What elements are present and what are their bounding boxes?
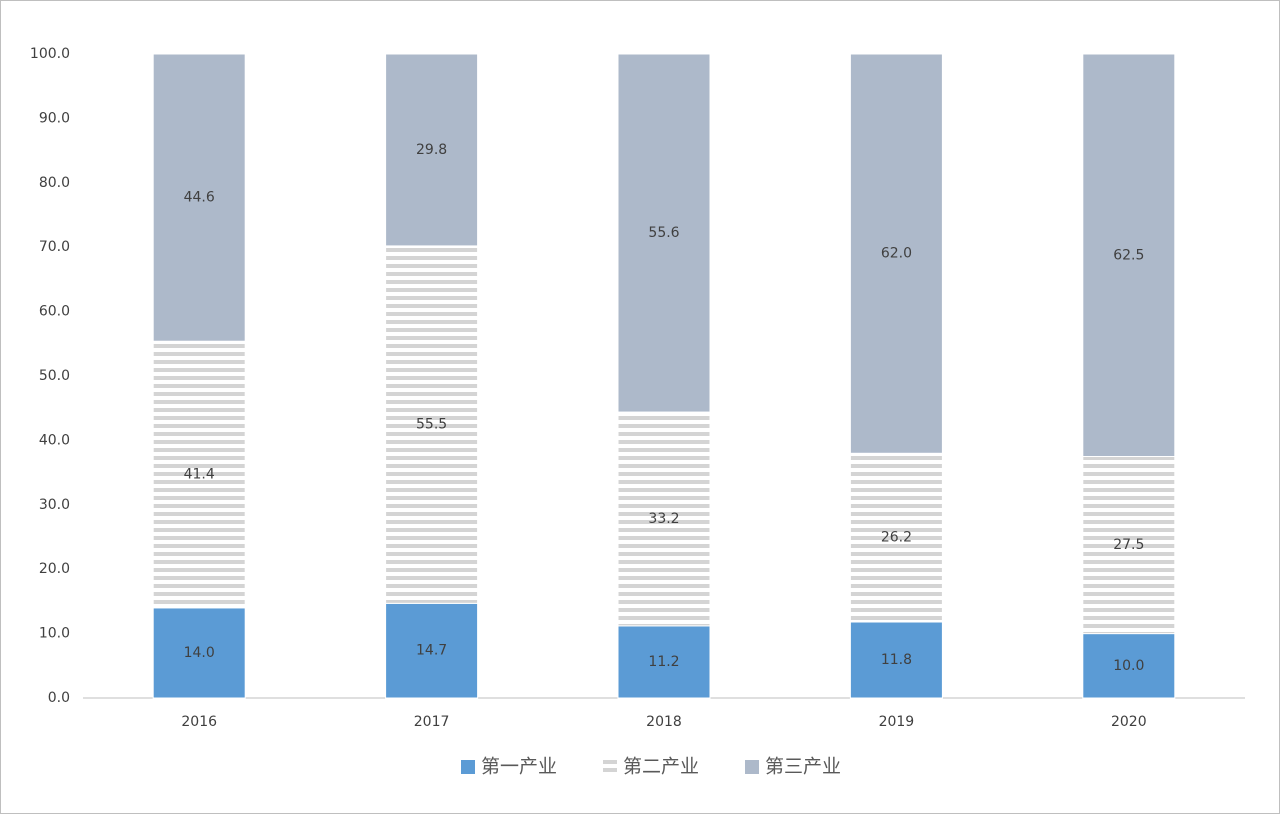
data-label: 10.0	[1113, 658, 1144, 674]
bar-segment	[385, 602, 479, 699]
data-label: 55.6	[648, 225, 679, 241]
legend-swatch	[745, 760, 759, 774]
data-label: 14.7	[416, 643, 447, 659]
bar-segment	[849, 53, 943, 454]
data-label: 26.2	[881, 530, 912, 546]
bar-segment	[385, 245, 479, 604]
y-tick-label: 50.0	[39, 368, 70, 384]
x-tick-label: 2018	[646, 714, 682, 730]
data-label: 44.6	[184, 190, 215, 206]
data-label: 33.2	[648, 511, 679, 527]
data-label: 11.2	[648, 654, 679, 670]
y-tick-label: 0.0	[48, 690, 70, 706]
bar-segment	[385, 53, 479, 247]
bar-segment	[849, 452, 943, 623]
legend-label: 第一产业	[481, 756, 557, 778]
bar-segment	[1082, 633, 1176, 699]
data-label: 11.8	[881, 652, 912, 668]
bar-segment	[617, 53, 711, 413]
y-tick-label: 30.0	[39, 497, 70, 513]
data-label: 62.5	[1113, 247, 1144, 263]
y-tick-label: 60.0	[39, 304, 70, 320]
bar-segment	[1082, 456, 1176, 635]
data-label: 29.8	[416, 142, 447, 158]
x-tick-label: 2016	[181, 714, 217, 730]
y-tick-label: 20.0	[39, 561, 70, 577]
data-label: 41.4	[184, 467, 215, 483]
legend-label: 第三产业	[765, 756, 841, 778]
y-tick-label: 80.0	[39, 175, 70, 191]
y-tick-label: 100.0	[30, 46, 70, 62]
x-tick-label: 2020	[1111, 714, 1147, 730]
bar-segment	[152, 53, 246, 342]
legend-swatch	[461, 760, 475, 774]
bar-segment	[152, 340, 246, 609]
x-tick-label: 2017	[414, 714, 450, 730]
data-label: 55.5	[416, 417, 447, 433]
legend-swatch	[603, 760, 617, 774]
x-tick-label: 2019	[879, 714, 915, 730]
legend-label: 第二产业	[623, 756, 699, 778]
bar-segment	[617, 625, 711, 699]
data-label: 14.0	[184, 645, 215, 661]
bar-segment	[849, 621, 943, 699]
y-tick-label: 10.0	[39, 626, 70, 642]
bar-segment	[1082, 53, 1176, 457]
y-tick-label: 90.0	[39, 110, 70, 126]
data-label: 27.5	[1113, 537, 1144, 553]
y-tick-label: 40.0	[39, 432, 70, 448]
y-tick-label: 70.0	[39, 239, 70, 255]
data-label: 62.0	[881, 246, 912, 262]
bar-segment	[617, 411, 711, 627]
bar-segment	[152, 607, 246, 699]
